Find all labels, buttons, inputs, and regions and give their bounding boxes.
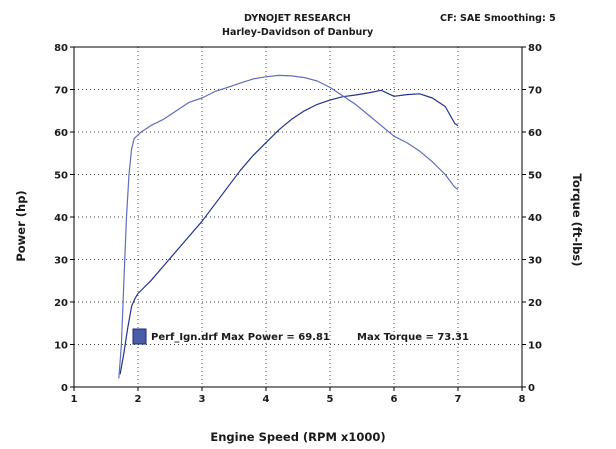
header-company: DYNOJET RESEARCH [244,13,351,24]
legend-swatch [132,328,147,345]
x-tick-label: 7 [455,394,462,405]
header-dealer: Harley-Davidson of Danbury [222,27,374,38]
y2-tick-label: 50 [528,171,542,182]
x-tick-label: 5 [327,394,334,405]
y-tick-label: 40 [54,213,68,224]
y-axis-right-label: Torque (ft-lbs) [570,174,584,267]
y2-tick-label: 20 [528,298,542,309]
legend-text-torque: Max Torque = 73.31 [357,332,469,343]
y2-tick-label: 70 [528,86,542,97]
x-tick-label: 3 [199,394,206,405]
x-tick-label: 1 [71,394,78,405]
legend: Perf_Ign.drf Max Power = 69.81 Max Torqu… [132,328,469,345]
y-tick-label: 70 [54,86,68,97]
y-tick-label: 30 [54,256,68,267]
y2-tick-label: 10 [528,341,542,352]
x-tick-label: 4 [263,394,270,405]
legend-text: Perf_Ign.drf Max Power = 69.81 [151,332,330,343]
x-tick-label: 8 [519,394,526,405]
y-axis-right: 0 10 20 30 40 50 60 70 80 [522,43,542,394]
y-tick-label: 60 [54,128,68,139]
header-settings: CF: SAE Smoothing: 5 [440,13,556,24]
y-tick-label: 0 [61,383,68,394]
series-group [118,74,459,379]
y-axis-left: 0 10 20 30 40 50 60 70 80 [54,43,74,394]
y-tick-label: 80 [54,43,68,54]
y2-tick-label: 60 [528,128,542,139]
y-axis-left-label: Power (hp) [14,190,28,261]
power-line [119,89,459,375]
x-axis: 1 2 3 4 5 6 7 8 [71,387,526,405]
x-axis-label: Engine Speed (RPM x1000) [210,430,385,444]
x-tick-label: 2 [135,394,142,405]
y-tick-label: 20 [54,298,68,309]
y2-tick-label: 0 [528,383,535,394]
grid-lines [74,47,522,387]
y-tick-label: 10 [54,341,68,352]
x-tick-label: 6 [391,394,398,405]
y-tick-label: 50 [54,171,68,182]
y2-tick-label: 80 [528,43,542,54]
torque-line [118,74,459,379]
y2-tick-label: 40 [528,213,542,224]
y2-tick-label: 30 [528,256,542,267]
